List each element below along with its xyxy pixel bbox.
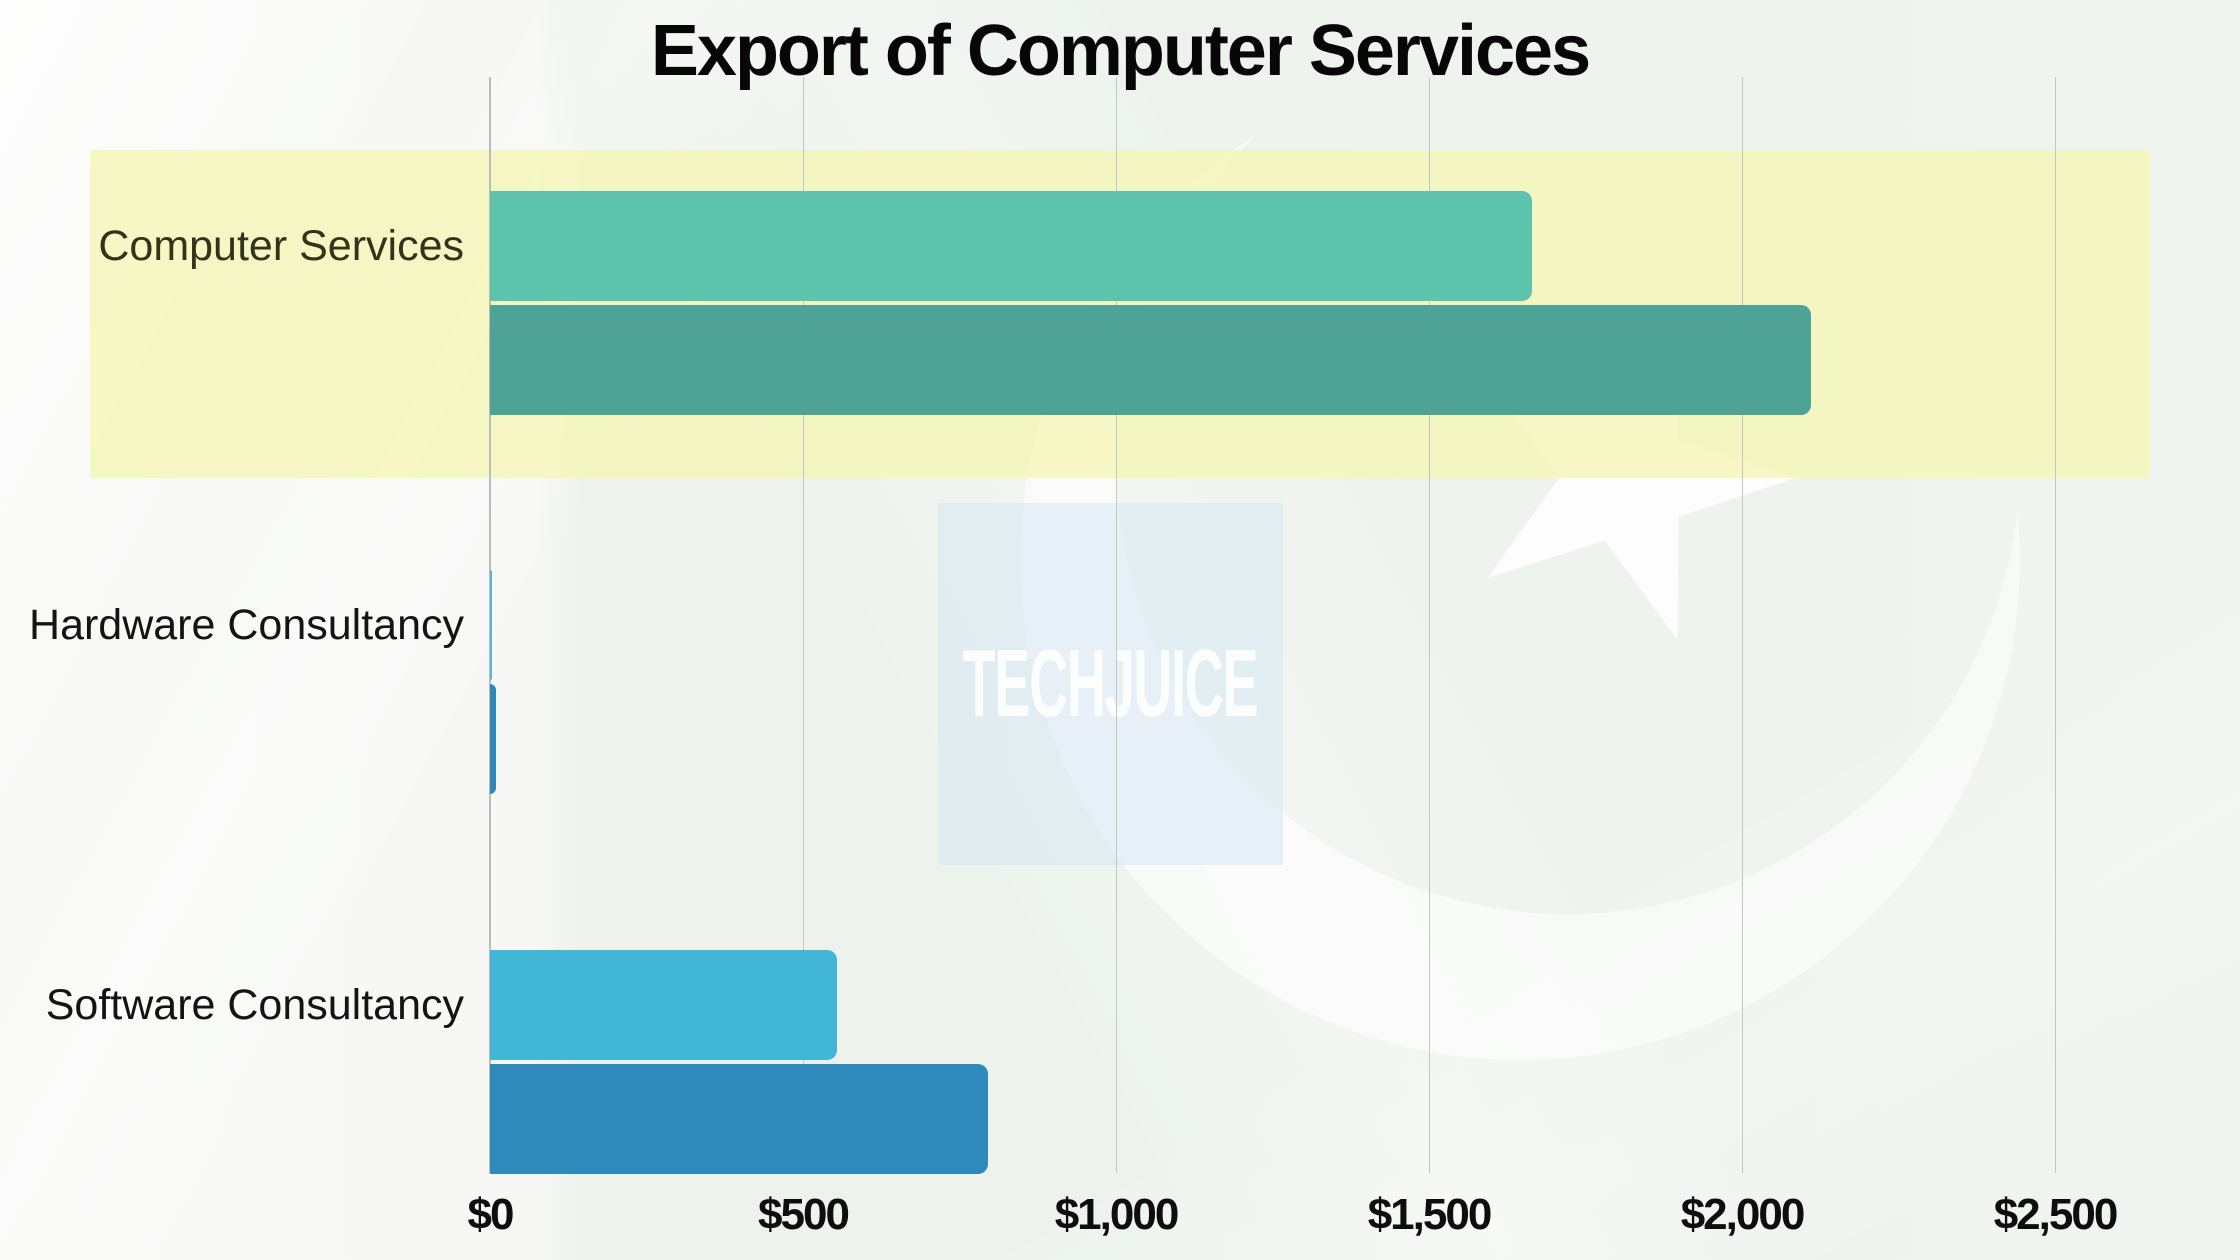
category-label-computer-services: Computer Services [98,222,464,270]
gridline-2500 [2055,77,2056,1173]
chart-title: Export of Computer Services [650,11,1591,91]
x-tick-label: $2,500 [1993,1190,2119,1239]
bar-computer-services-series-1 [490,191,1533,301]
x-tick-label: $1,000 [1054,1190,1180,1239]
x-tick-label: $500 [758,1190,850,1239]
category-label-software-consultancy: Software Consultancy [45,981,464,1029]
bar-computer-services-series-2 [490,305,1811,415]
bar-hardware-consultancy-series-1 [490,570,492,680]
bar-software-consultancy-series-2 [490,1064,988,1174]
bar-hardware-consultancy-series-2 [490,684,496,794]
x-tick-label: $1,500 [1367,1190,1493,1239]
bar-software-consultancy-series-1 [490,950,837,1060]
x-tick-label: $2,000 [1680,1190,1806,1239]
category-label-hardware-consultancy: Hardware Consultancy [29,601,464,649]
gridline-2000 [1742,77,1743,1173]
x-tick-label: $0 [467,1190,515,1239]
